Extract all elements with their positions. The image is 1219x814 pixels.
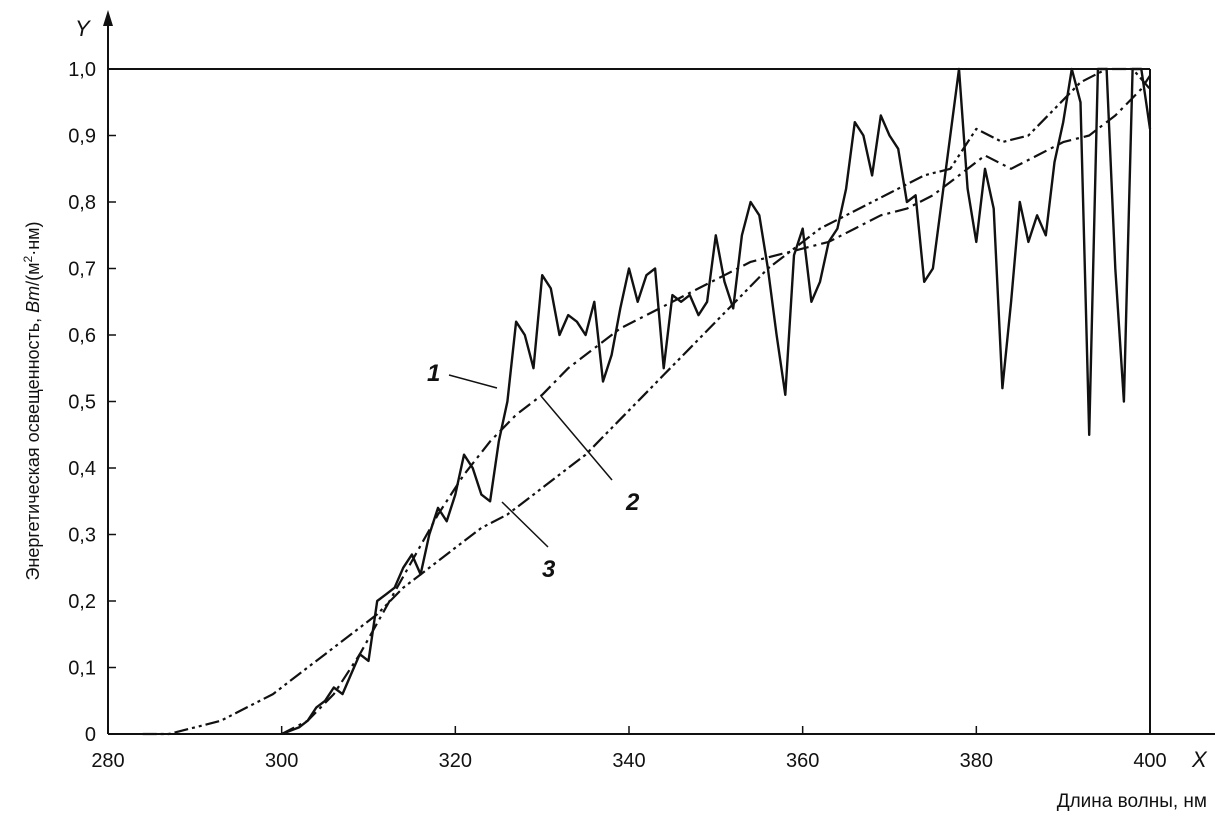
y-tick-label: 0,7 (68, 259, 96, 281)
callout-leader-3 (501, 501, 549, 548)
x-tick-group: 280 300 320 340 360 380 400 (91, 726, 1167, 772)
callout-leader-2 (540, 395, 613, 481)
x-tick-label: 340 (612, 750, 645, 772)
y-axis-arrow (103, 10, 113, 26)
callout-leader-1 (448, 374, 498, 389)
y-axis-label: Энергетическая освещенность, Вт/(м2·нм) (21, 221, 43, 580)
series-line-1 (281, 67, 1152, 736)
y-tick-label: 0 (85, 724, 96, 746)
y-tick-label: 0,5 (68, 392, 96, 414)
series-line-3 (142, 67, 1151, 736)
curve-label-3: 3 (542, 556, 556, 583)
y-tick-label: 1,0 (68, 59, 96, 81)
x-tick-label: 320 (439, 750, 472, 772)
series-group (142, 67, 1152, 736)
y-tick-label: 0,6 (68, 325, 96, 347)
y-tick-label: 0,1 (68, 658, 96, 680)
curve-label-1: 1 (427, 360, 440, 387)
y-tick-label: 0,8 (68, 192, 96, 214)
x-axis-label: Длина волны, нм (1057, 791, 1207, 812)
curve-label-2: 2 (625, 489, 640, 516)
x-tick-label: 280 (91, 750, 124, 772)
y-tick-label: 0,4 (68, 458, 96, 480)
x-tick-label: 360 (786, 750, 819, 772)
y-tick-label: 0,3 (68, 525, 96, 547)
x-tick-label: 300 (265, 750, 298, 772)
y-tick-label: 0,2 (68, 591, 96, 613)
y-tick-group: 0 0,1 0,2 0,3 0,4 0,5 0,6 0,7 0,8 0,9 1,0 (68, 59, 116, 746)
y-axis-letter: Y (75, 16, 91, 41)
x-tick-label: 400 (1133, 750, 1166, 772)
y-tick-label: 0,9 (68, 126, 96, 148)
x-tick-label: 380 (960, 750, 993, 772)
x-axis-letter: X (1191, 747, 1208, 772)
series-line-2 (281, 75, 1151, 735)
